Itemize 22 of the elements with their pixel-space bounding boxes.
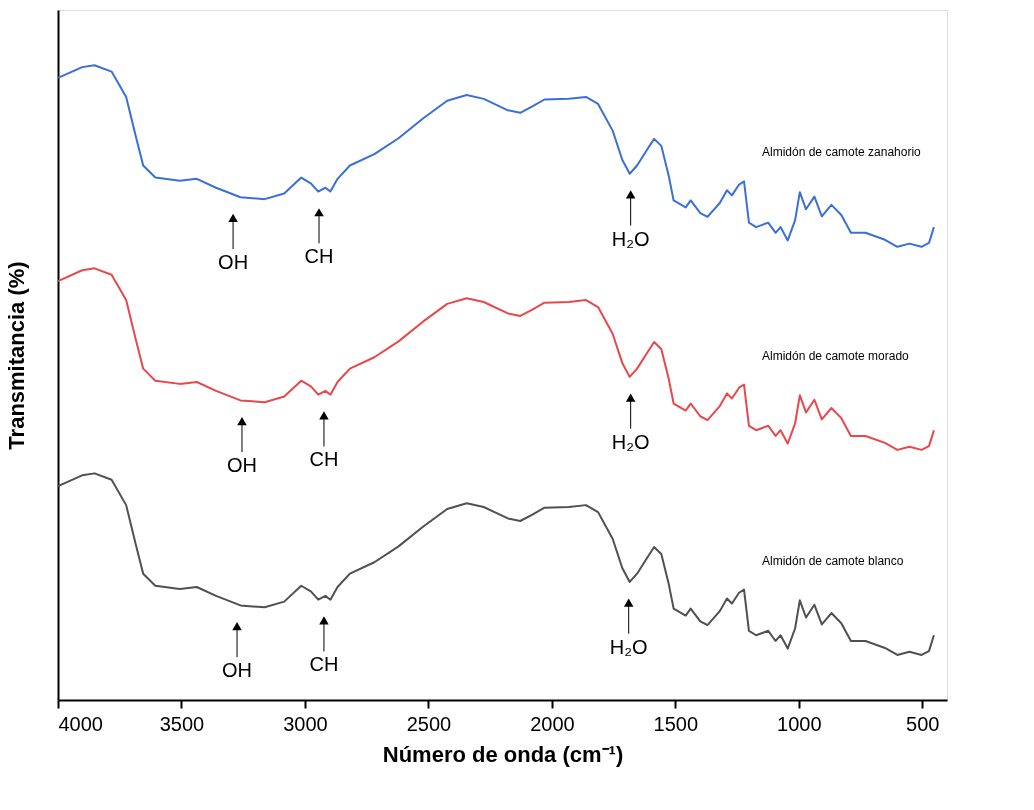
annotation: H₂O	[611, 430, 650, 453]
x-axis-title: Número de onda (cm⁻¹)	[382, 741, 624, 767]
x-tick-label: 2500	[406, 712, 452, 735]
annotation: OH	[218, 251, 249, 274]
x-tick-label: 2000	[530, 712, 575, 735]
x-tick-label: 500	[906, 712, 940, 735]
text: Almidón de camote morado	[762, 348, 910, 363]
annotation: CH	[309, 653, 339, 676]
annotation: CH	[304, 245, 334, 268]
annotation: H₂O	[611, 227, 650, 250]
text: Almidón de camote blanco	[762, 553, 904, 568]
x-tick-label: 3000	[283, 712, 328, 735]
annotation: OH	[226, 454, 257, 477]
text: Almidón de camote zanahorio	[762, 145, 922, 160]
annotation: OH	[222, 659, 253, 682]
x-tick-label: 4000	[58, 712, 103, 735]
annotation: H₂O	[609, 635, 648, 658]
x-tick-label: 3500	[159, 712, 205, 735]
x-tick-label: 1500	[653, 712, 699, 735]
annotation: CH	[309, 448, 339, 471]
y-axis-title: Transmitancia (%)	[3, 261, 29, 450]
x-tick-label: 1000	[777, 712, 822, 735]
